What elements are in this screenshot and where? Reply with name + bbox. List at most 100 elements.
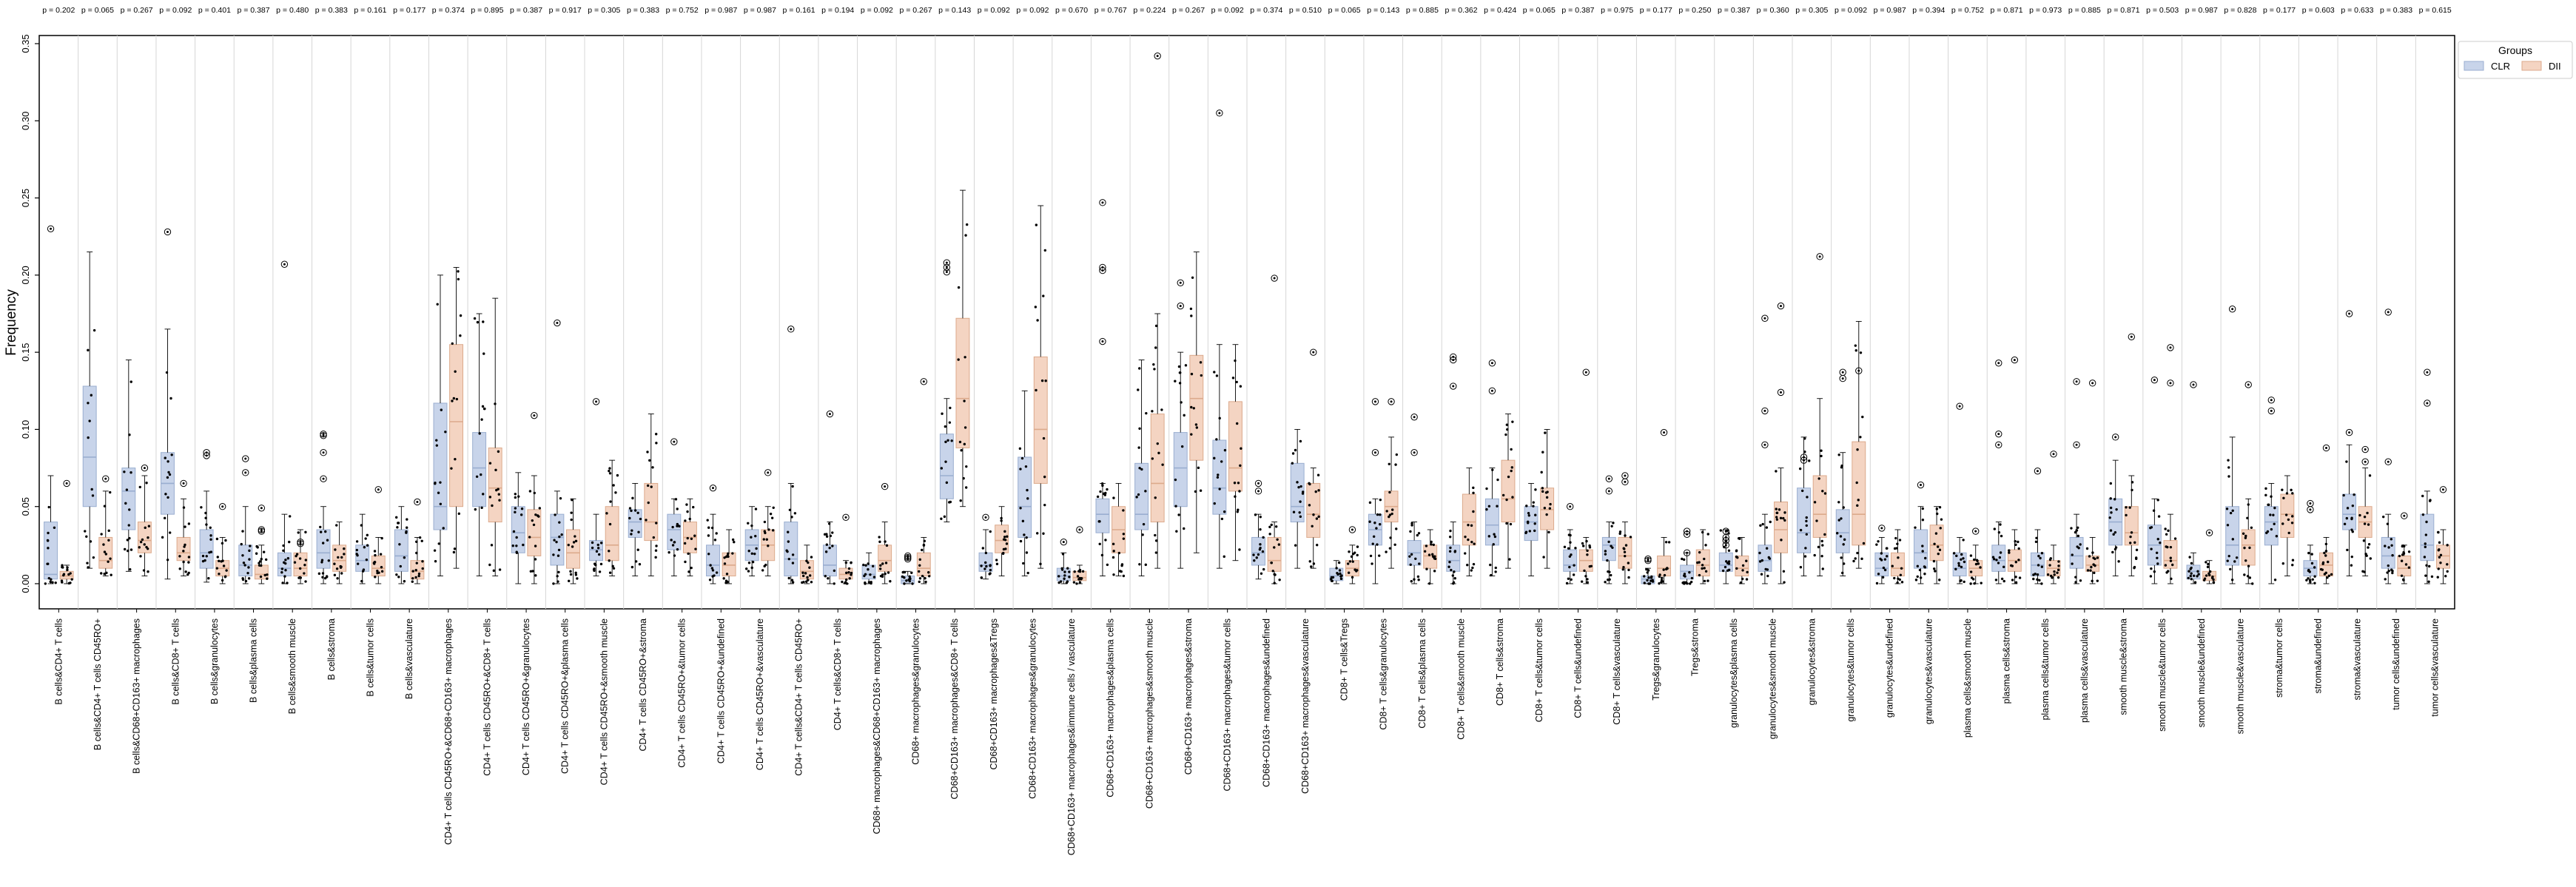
sample-point <box>1100 482 1104 485</box>
sample-point <box>648 459 651 462</box>
outlier-dot <box>1958 405 1961 408</box>
sample-point <box>2429 499 2432 502</box>
sample-point <box>1416 575 1420 579</box>
sample-point <box>558 535 561 539</box>
sample-point <box>2324 554 2327 557</box>
sample-point <box>1859 436 1862 439</box>
box-body <box>488 447 502 523</box>
sample-point <box>2290 488 2293 492</box>
sample-point <box>1721 569 1725 573</box>
sample-point <box>2265 531 2268 535</box>
box-clr <box>2420 368 2435 584</box>
sample-point <box>1803 555 1807 558</box>
x-tick-label: CD68+CD163+ macrophages&plasma cells <box>1106 618 1116 797</box>
sample-point <box>1580 580 1584 583</box>
sample-point <box>592 568 596 571</box>
sample-point <box>201 559 205 563</box>
sample-point <box>1494 570 1497 573</box>
sample-point <box>1612 522 1615 525</box>
sample-point <box>769 512 773 516</box>
sample-point <box>340 556 343 559</box>
sample-point <box>683 542 687 545</box>
sample-point <box>242 561 246 564</box>
outlier-dot <box>1390 400 1393 403</box>
sample-point <box>989 564 992 567</box>
sample-point <box>571 498 574 502</box>
sample-point <box>1584 575 1587 578</box>
outlier-dot <box>299 541 302 544</box>
sample-point <box>1618 532 1621 536</box>
sample-point <box>1875 543 1878 546</box>
sample-point <box>397 576 400 579</box>
sample-point <box>1611 546 1614 549</box>
sample-point <box>1292 510 1296 513</box>
sample-point <box>1877 540 1880 543</box>
box-dii <box>1072 526 1087 585</box>
box-clr <box>2186 381 2201 584</box>
sample-point <box>1161 463 1164 466</box>
sample-point <box>2038 579 2041 582</box>
outlier-dot <box>2309 502 2312 505</box>
outlier-ring <box>102 475 110 482</box>
sample-point <box>941 412 944 415</box>
sample-point <box>255 552 258 555</box>
sample-point <box>2321 568 2324 571</box>
sample-point <box>1570 553 1573 556</box>
sample-point <box>2197 573 2200 576</box>
sample-point <box>1817 545 1820 549</box>
outlier-ring <box>2073 378 2080 385</box>
outlier-dot <box>1624 474 1627 477</box>
sample-point <box>2267 503 2270 507</box>
sample-point <box>2074 530 2077 534</box>
sample-point <box>1856 504 1859 507</box>
box-clr <box>2264 397 2279 584</box>
sample-point <box>1900 581 1904 584</box>
outlier-ring <box>2267 397 2276 404</box>
sample-point <box>282 549 285 552</box>
sample-point <box>411 570 414 573</box>
sample-point <box>1646 571 1649 574</box>
sample-point <box>878 567 882 570</box>
sample-point <box>2367 542 2371 546</box>
sample-point <box>612 484 615 487</box>
sample-point <box>1122 574 1126 578</box>
sample-point <box>1820 555 1823 558</box>
sample-point <box>2165 533 2168 536</box>
sample-point <box>2273 579 2277 581</box>
sample-point <box>1932 559 1936 563</box>
sample-point <box>2014 576 2017 579</box>
sample-point <box>1077 578 1080 581</box>
sample-point <box>339 564 342 568</box>
sample-point <box>337 556 340 559</box>
sample-point <box>222 564 226 567</box>
sample-point <box>1294 544 1297 547</box>
sample-point <box>200 506 203 509</box>
sample-point <box>1683 558 1686 561</box>
sample-point <box>638 563 642 566</box>
sample-point <box>1423 550 1427 553</box>
sample-point <box>520 507 524 510</box>
outlier-ring <box>1956 402 1963 410</box>
x-tick-label: CD68+ macrophages&granulocytes <box>911 618 921 765</box>
sample-point <box>1590 564 1593 568</box>
pvalue-label: p = 0.633 <box>2341 6 2373 15</box>
outlier-ring <box>242 469 249 476</box>
sample-point <box>810 556 813 559</box>
sample-point <box>123 471 126 473</box>
sample-point <box>2115 507 2118 511</box>
box-clr <box>472 313 487 577</box>
sample-point <box>1701 530 1704 534</box>
outlier-ring <box>1348 526 1356 533</box>
x-tick-label: B cells&CD4+ T cells <box>53 618 64 705</box>
sample-point <box>963 399 966 402</box>
box-body <box>1228 401 1242 492</box>
sample-point <box>574 535 576 538</box>
sample-point <box>2425 564 2428 567</box>
sample-point <box>1689 580 1693 584</box>
sample-point <box>1995 559 1998 561</box>
sample-point <box>248 558 251 561</box>
sample-point <box>1585 539 1588 543</box>
sample-point <box>2311 578 2314 581</box>
sample-point <box>70 578 73 581</box>
outlier-dot <box>2153 379 2156 382</box>
